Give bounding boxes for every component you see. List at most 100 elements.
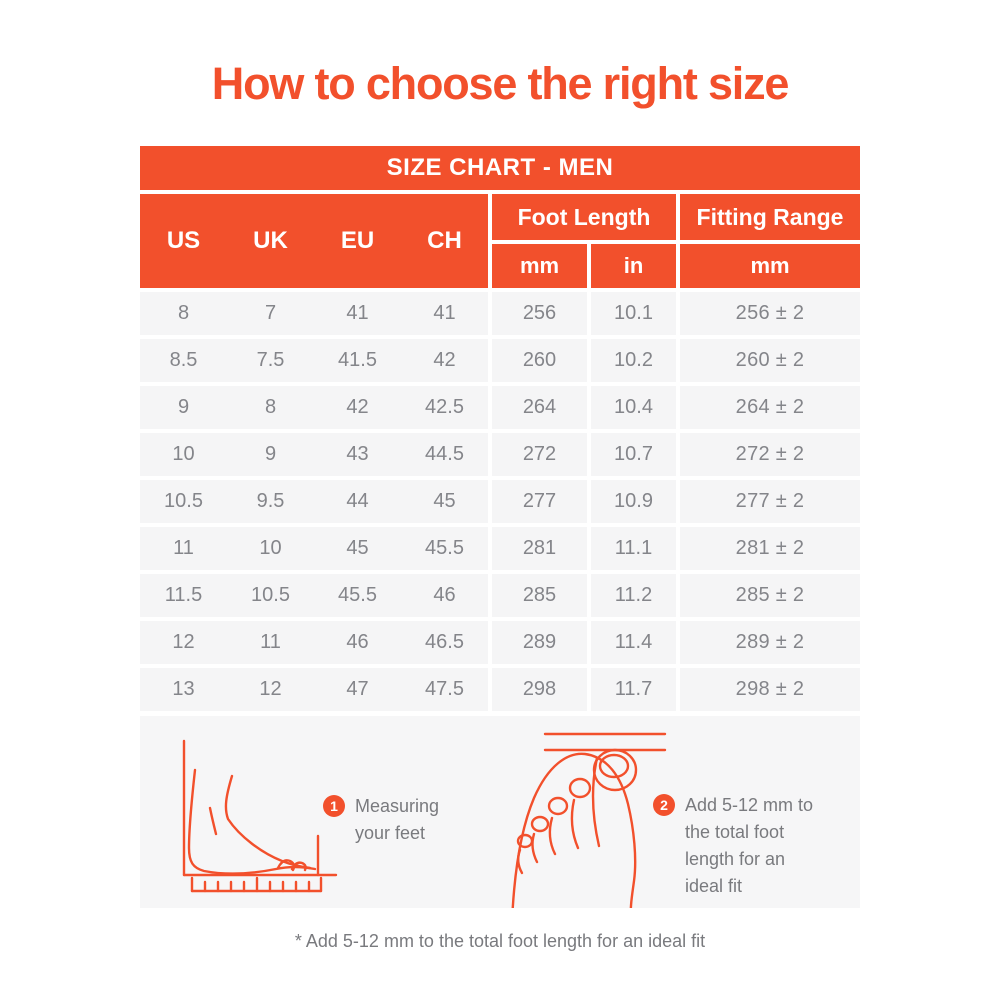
size-chart-table: SIZE CHART - MEN US UK EU CH Foot Length…: [140, 146, 860, 712]
table-row: 10.5 9.5 44 45 277 10.9 277 ± 2: [140, 480, 860, 523]
cell-uk: 9: [264, 443, 277, 465]
cell-us: 11: [173, 537, 194, 559]
step-1: 1 Measuring your feet: [323, 793, 439, 847]
cell-eu: 41.5: [338, 349, 377, 371]
cell-foot-mm: 272: [492, 433, 587, 476]
cell-us: 8.5: [169, 349, 198, 371]
cell-us: 11.5: [164, 584, 203, 606]
cell-foot-in: 11.1: [591, 527, 676, 570]
cell-uk: 7: [264, 302, 277, 324]
cell-eu: 46: [346, 631, 369, 653]
cell-fitting-range: 256 ± 2: [680, 292, 860, 335]
cell-eu: 45: [346, 537, 369, 559]
foot-side-measure-illustration: [182, 739, 338, 893]
cell-foot-in: 10.4: [591, 386, 676, 429]
cell-fitting-range: 260 ± 2: [680, 339, 860, 382]
table-row: 11 10 45 45.5 281 11.1 281 ± 2: [140, 527, 860, 570]
header-uk: UK: [253, 227, 288, 254]
cell-foot-in: 11.4: [591, 621, 676, 664]
cell-uk: 11: [260, 631, 281, 653]
step-1-badge: 1: [323, 795, 345, 817]
table-row: 11.5 10.5 45.5 46 285 11.2 285 ± 2: [140, 574, 860, 617]
header-foot-in: in: [591, 244, 676, 288]
cell-foot-in: 10.2: [591, 339, 676, 382]
cell-fitting-range: 281 ± 2: [680, 527, 860, 570]
cell-foot-in: 10.9: [591, 480, 676, 523]
cell-foot-mm: 264: [492, 386, 587, 429]
header-fitting-mm: mm: [680, 244, 860, 288]
cell-uk: 8: [264, 396, 277, 418]
table-row: 12 11 46 46.5 289 11.4 289 ± 2: [140, 621, 860, 664]
banner-label: SIZE CHART - MEN: [386, 154, 614, 181]
header-foot-mm: mm: [492, 244, 587, 288]
cell-uk: 9.5: [256, 490, 285, 512]
cell-us: 12: [172, 631, 195, 653]
step-2-line: the total foot: [685, 822, 785, 842]
cell-ch: 45.5: [425, 537, 464, 559]
row-sizes-cell: 11 10 45 45.5: [140, 527, 488, 570]
header-fitting-range: Fitting Range: [680, 194, 860, 240]
cell-foot-mm: 298: [492, 668, 587, 711]
cell-uk: 10.5: [251, 584, 290, 606]
table-row: 13 12 47 47.5 298 11.7 298 ± 2: [140, 668, 860, 711]
row-sizes-cell: 8 7 41 41: [140, 292, 488, 335]
size-chart-body: 8 7 41 41 256 10.1 256 ± 2 8.5 7.5 41.5 …: [140, 292, 860, 715]
step-1-line: your feet: [355, 823, 426, 843]
table-row: 9 8 42 42.5 264 10.4 264 ± 2: [140, 386, 860, 429]
cell-ch: 47.5: [425, 678, 464, 700]
header-eu: EU: [340, 227, 375, 254]
cell-foot-mm: 260: [492, 339, 587, 382]
cell-eu: 44: [346, 490, 369, 512]
cell-us: 8: [177, 302, 190, 324]
cell-fitting-range: 285 ± 2: [680, 574, 860, 617]
row-sizes-cell: 11.5 10.5 45.5 46: [140, 574, 488, 617]
table-row: 8.5 7.5 41.5 42 260 10.2 260 ± 2: [140, 339, 860, 382]
cell-ch: 44.5: [425, 443, 464, 465]
step-2-line: Add 5-12 mm to: [685, 795, 814, 815]
cell-foot-mm: 289: [492, 621, 587, 664]
cell-us: 13: [172, 678, 195, 700]
row-sizes-cell: 10.5 9.5 44 45: [140, 480, 488, 523]
cell-ch: 41: [433, 302, 456, 324]
table-row: 10 9 43 44.5 272 10.7 272 ± 2: [140, 433, 860, 476]
size-chart-header: US UK EU CH Foot Length Fitting Range mm…: [140, 194, 860, 288]
step-1-line: Measuring: [355, 796, 440, 816]
footnote: * Add 5-12 mm to the total foot length f…: [294, 931, 706, 951]
row-sizes-cell: 8.5 7.5 41.5 42: [140, 339, 488, 382]
cell-eu: 41: [346, 302, 369, 324]
cell-us: 9: [177, 396, 190, 418]
cell-ch: 45: [433, 490, 456, 512]
row-sizes-cell: 13 12 47 47.5: [140, 668, 488, 711]
cell-foot-in: 10.1: [591, 292, 676, 335]
row-sizes-cell: 12 11 46 46.5: [140, 621, 488, 664]
table-row: 8 7 41 41 256 10.1 256 ± 2: [140, 292, 860, 335]
step-2-text: Add 5-12 mm to the total foot length for…: [685, 792, 813, 900]
cell-foot-mm: 281: [492, 527, 587, 570]
cell-fitting-range: 264 ± 2: [680, 386, 860, 429]
measuring-guide-panel: 1 Measuring your feet 2 Add 5-12 mm to t…: [140, 716, 860, 908]
cell-ch: 42: [433, 349, 456, 371]
page-title: How to choose the right size: [211, 58, 790, 109]
row-sizes-cell: 10 9 43 44.5: [140, 433, 488, 476]
cell-eu: 45.5: [338, 584, 377, 606]
cell-uk: 7.5: [256, 349, 285, 371]
cell-uk: 12: [259, 678, 282, 700]
step-2-line: ideal fit: [685, 876, 743, 896]
cell-ch: 46.5: [425, 631, 464, 653]
step-2: 2 Add 5-12 mm to the total foot length f…: [653, 792, 813, 900]
header-foot-length: Foot Length: [492, 194, 676, 240]
header-us: US: [166, 227, 201, 254]
cell-foot-in: 10.7: [591, 433, 676, 476]
cell-us: 10: [172, 443, 195, 465]
cell-foot-mm: 285: [492, 574, 587, 617]
cell-fitting-range: 277 ± 2: [680, 480, 860, 523]
cell-eu: 42: [346, 396, 369, 418]
cell-ch: 46: [433, 584, 456, 606]
cell-foot-in: 11.2: [591, 574, 676, 617]
step-2-badge: 2: [653, 794, 675, 816]
cell-us: 10.5: [164, 490, 203, 512]
cell-ch: 42.5: [425, 396, 464, 418]
foot-top-illustration: [511, 732, 667, 908]
header-ch: CH: [427, 227, 462, 254]
cell-fitting-range: 289 ± 2: [680, 621, 860, 664]
